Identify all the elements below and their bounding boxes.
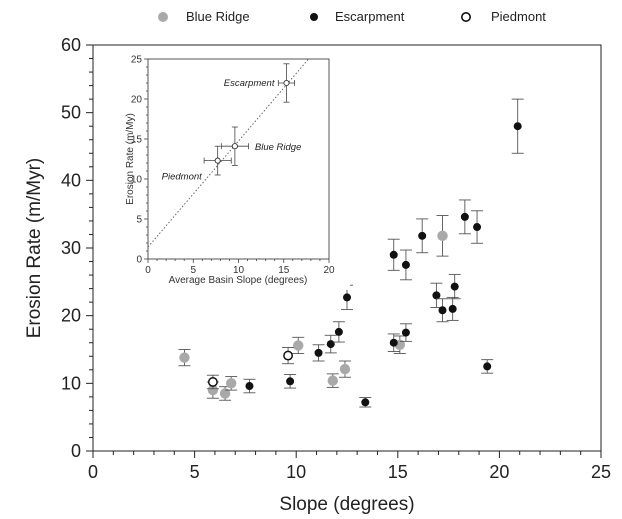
legend-label-piedmont: Piedmont: [491, 9, 546, 24]
y-tick-label: 40: [61, 170, 81, 190]
inset-x-tick-label: 0: [145, 265, 151, 276]
point-blue-ridge: [219, 388, 231, 399]
point-piedmont: [207, 377, 218, 387]
inset-x-tick-label: 20: [323, 265, 335, 276]
inset-point-blue-ridge: [231, 143, 238, 150]
main-series: [178, 98, 524, 408]
inset-y-tick-label: 25: [131, 55, 143, 66]
legend-label-blue-ridge: Blue Ridge: [186, 9, 250, 24]
y-tick-label: 30: [61, 238, 81, 258]
y-tick-label: 60: [61, 35, 81, 55]
legend: Blue Ridge Escarpment Piedmont: [158, 9, 546, 24]
inset-x-tick-label: 10: [233, 265, 245, 276]
x-tick-label: 20: [489, 462, 509, 482]
inset-y-tick-label: 0: [136, 255, 142, 266]
point-escarpment: [389, 338, 398, 347]
inset-x-tick-label: 15: [278, 265, 290, 276]
x-axis-title: Slope (degrees): [279, 494, 414, 515]
point-escarpment: [326, 340, 335, 349]
point-escarpment: [314, 348, 323, 357]
y-tick-label: 20: [61, 306, 81, 326]
point-blue-ridge: [339, 363, 351, 375]
inset-point-piedmont: [214, 157, 221, 164]
inset-background: [120, 52, 350, 290]
point-escarpment: [513, 122, 522, 131]
point-escarpment: [460, 212, 469, 221]
point-blue-ridge: [437, 230, 448, 242]
point-escarpment: [473, 223, 482, 232]
x-tick-label: 5: [190, 462, 200, 482]
point-blue-ridge: [327, 375, 338, 386]
point-escarpment: [483, 362, 492, 371]
x-tick-label: 25: [591, 462, 611, 482]
inset-point-escarpment: [283, 79, 290, 87]
inset-axis-ticks: 0 5 10 15 20 0 5 10 15 20 25: [131, 55, 335, 277]
inset-y-axis-title: Erosion Rate (m/My): [125, 113, 136, 205]
y-tick-label: 10: [61, 373, 81, 393]
point-escarpment: [438, 306, 447, 315]
inset-y-tick-label: 10: [131, 175, 143, 186]
point-blue-ridge: [293, 340, 304, 351]
point-blue-ridge: [207, 384, 219, 396]
inset-chart: 0 5 10 15 20 0 5 10 15 20 25 Piedmont Blue Ridge Esc…: [120, 52, 350, 290]
point-escarpment: [418, 231, 427, 240]
point-blue-ridge: [225, 378, 237, 389]
inset-x-tick-label: 5: [190, 265, 196, 276]
x-tick-label: 15: [388, 462, 408, 482]
y-axis-title: Erosion Rate (m/Myr): [24, 158, 45, 339]
point-escarpment: [361, 398, 370, 407]
legend-marker-blue-ridge: [158, 12, 168, 22]
inset-y-tick-label: 20: [131, 95, 143, 106]
point-escarpment: [432, 291, 441, 300]
point-escarpment: [245, 382, 254, 391]
point-escarpment: [389, 250, 398, 259]
x-tick-label: 10: [286, 462, 306, 482]
inset-x-axis-title: Average Basin Slope (degrees): [169, 275, 308, 286]
inset-label-blue-ridge: Blue Ridge: [255, 142, 301, 153]
point-escarpment: [286, 377, 295, 386]
inset-label-escarpment: Escarpment: [224, 78, 275, 89]
x-tick-label: 0: [88, 462, 98, 482]
point-piedmont: [283, 350, 294, 361]
point-escarpment: [343, 293, 351, 302]
point-escarpment: [401, 260, 410, 269]
inset-reference-line: [147, 58, 309, 248]
inset-marks: Piedmont Blue Ridge Escarpment: [147, 58, 309, 248]
legend-label-escarpment: Escarpment: [335, 9, 405, 24]
inset-y-tick-label: 15: [131, 135, 143, 146]
point-escarpment: [401, 328, 410, 337]
point-blue-ridge: [179, 352, 190, 363]
legend-marker-escarpment: [310, 13, 318, 21]
inset-y-tick-label: 5: [136, 215, 142, 226]
y-tick-label: 50: [61, 103, 81, 123]
point-escarpment: [450, 282, 459, 291]
legend-marker-piedmont: [460, 12, 471, 22]
point-escarpment: [334, 327, 343, 336]
y-tick-label: 0: [71, 441, 81, 461]
point-escarpment: [448, 304, 457, 313]
inset-label-piedmont: Piedmont: [162, 172, 202, 183]
